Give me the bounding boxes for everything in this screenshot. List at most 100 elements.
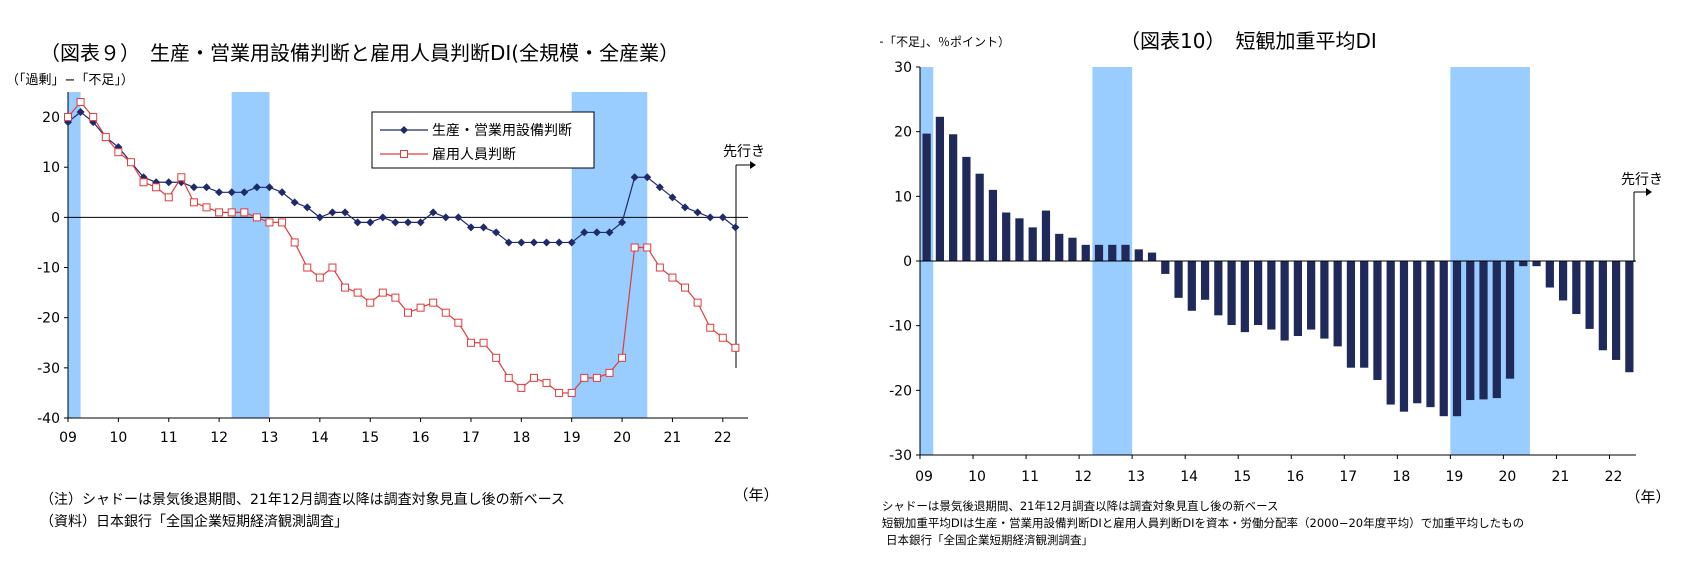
bar (1055, 233, 1064, 261)
data-point (416, 218, 425, 227)
data-point (504, 373, 513, 382)
data-point (366, 218, 375, 227)
data-point (731, 223, 740, 232)
bar (1373, 261, 1382, 380)
legend-label: 生産・営業用設備判断 (432, 123, 572, 139)
bar (1598, 261, 1607, 351)
data-point (328, 208, 337, 217)
data-point (630, 173, 639, 182)
bar (1346, 261, 1356, 368)
data-point (429, 208, 438, 217)
bar (1240, 261, 1249, 333)
bar (1558, 261, 1568, 301)
x-tick-label: 22 (1605, 469, 1623, 485)
data-point (542, 378, 551, 387)
legend-marker (400, 126, 408, 134)
bar (1147, 252, 1157, 261)
data-point (580, 373, 589, 382)
chart10-note-1: （注1）シャドーは景気後退期間、21年12月調査以降は調査対象見直し後の新ベース (880, 499, 1279, 513)
x-tick-label: 10 (968, 469, 986, 485)
data-point (164, 178, 173, 187)
data-point (618, 353, 627, 362)
data-point (341, 283, 350, 292)
y-tick-label: -10 (37, 261, 60, 277)
data-point (353, 218, 362, 227)
y-tick-label: 10 (894, 189, 912, 205)
data-point (215, 208, 224, 217)
data-point (492, 353, 501, 362)
bar (1466, 261, 1475, 401)
data-point (555, 238, 564, 247)
data-point (668, 193, 677, 202)
x-tick-label: 14 (311, 430, 329, 446)
x-tick-label: 16 (1286, 469, 1304, 485)
y-tick-label: 30 (894, 60, 912, 76)
x-tick-label: 18 (1392, 469, 1410, 485)
data-point (290, 198, 299, 207)
data-point (429, 298, 438, 307)
bar (1479, 261, 1488, 400)
data-point (101, 133, 110, 142)
y-tick-label: 0 (903, 254, 912, 270)
legend-label: 雇用人員判断 (432, 146, 516, 163)
data-point (630, 243, 639, 252)
bar (1320, 261, 1329, 339)
data-point (215, 188, 224, 197)
data-point (567, 388, 576, 397)
data-point (378, 288, 387, 297)
bar (1307, 261, 1316, 330)
data-point (189, 183, 198, 192)
bar (1625, 261, 1634, 373)
data-point (366, 298, 375, 307)
data-point (706, 213, 715, 222)
data-point (404, 218, 412, 227)
x-tick-label: 11 (160, 430, 178, 446)
data-point (492, 228, 501, 237)
data-point (681, 283, 690, 292)
data-point (416, 303, 425, 312)
data-point (706, 323, 715, 332)
data-point (227, 188, 236, 197)
data-point (655, 263, 664, 272)
data-point (303, 203, 312, 212)
x-tick-label: 14 (1180, 469, 1198, 485)
data-point (89, 113, 98, 122)
bar (1214, 261, 1223, 316)
bar (1505, 261, 1515, 379)
data-point (542, 238, 551, 247)
forecast-arrowhead (1646, 188, 1652, 196)
data-point (126, 158, 135, 167)
chart10-note-3: （資料）日本銀行「全国企業短期経済観測調査」 (880, 533, 1093, 547)
bar (1187, 261, 1196, 311)
bar (1532, 261, 1541, 267)
y-tick-label: -20 (889, 383, 912, 399)
bar (1028, 227, 1037, 261)
bar (935, 116, 944, 261)
bar (1439, 261, 1448, 417)
bar (1293, 261, 1302, 337)
bar (1492, 261, 1501, 399)
x-tick-label: 21 (664, 430, 682, 446)
legend-box (371, 111, 595, 169)
chart9-title: （図表９） 生産・営業用設備判断と雇用人員判断DI(全規模・全産業） (40, 41, 679, 65)
bar (1360, 261, 1369, 368)
data-point (278, 188, 287, 197)
data-point (567, 238, 576, 247)
data-point (265, 183, 274, 192)
chart9-note-shadow: （注）シャドーは景気後退期間、21年12月調査以降は調査対象見直し後の新ベース (40, 491, 565, 508)
bar (1161, 261, 1170, 274)
bar (1612, 261, 1621, 360)
x-tick-label: 11 (1021, 469, 1039, 485)
y-tick-label: -10 (889, 319, 912, 335)
data-point (517, 238, 526, 247)
data-point (479, 223, 488, 232)
data-point (353, 288, 362, 297)
data-point (252, 213, 261, 222)
data-point (227, 208, 236, 217)
bar (1399, 261, 1409, 412)
x-tick-label: 16 (412, 430, 430, 446)
data-point (202, 203, 211, 212)
data-point (643, 243, 652, 252)
data-point (328, 263, 337, 272)
chart-equipment-employment-di: （図表９） 生産・営業用設備判断と雇用人員判断DI(全規模・全産業） （「過剰」… (6, 41, 779, 530)
